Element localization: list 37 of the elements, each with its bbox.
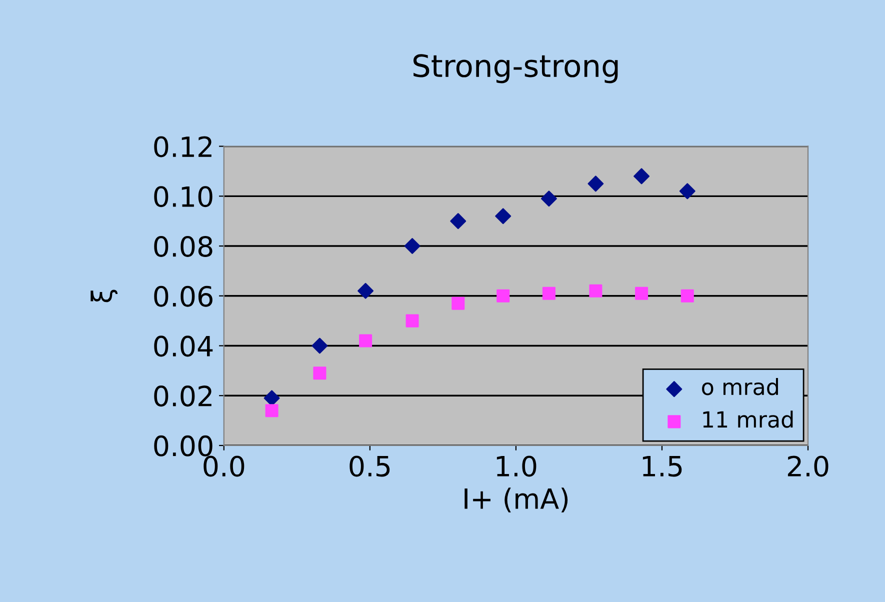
point [680, 289, 694, 302]
point [589, 284, 602, 298]
x-tick-label: 0.0 [204, 456, 244, 477]
point [358, 282, 374, 299]
point [679, 183, 696, 200]
y-tick-label: 0.02 [154, 386, 212, 407]
point [635, 286, 648, 300]
point [404, 238, 420, 254]
x-tick-label: 1.5 [642, 456, 682, 477]
legend-label: 11 mrad [703, 410, 793, 428]
chart-title: Strong-strong [413, 54, 618, 84]
point [265, 404, 278, 418]
point [452, 296, 465, 310]
x-tick-label: 1.0 [496, 456, 536, 477]
y-tick-label: 0.12 [154, 136, 212, 158]
x-tick-label: 0.5 [350, 456, 390, 477]
point [313, 366, 326, 380]
point [588, 176, 604, 192]
point [359, 334, 372, 348]
y-tick-label: 0.08 [154, 236, 212, 257]
point [312, 338, 328, 354]
y-tick-label: 0.10 [154, 186, 212, 208]
point [540, 190, 557, 207]
point [264, 390, 280, 406]
point [496, 289, 510, 302]
point [406, 314, 419, 328]
point [542, 286, 556, 300]
point [495, 208, 512, 224]
x-tick-label: 2.0 [788, 456, 828, 477]
point [634, 168, 650, 184]
y-tick-label: 0.06 [154, 286, 212, 307]
y-axis-title: ξ [90, 290, 118, 302]
legend-label: o mrad [702, 378, 778, 396]
y-tick-label: 0.00 [154, 435, 212, 456]
point [450, 213, 466, 230]
y-tick-label: 0.04 [154, 336, 213, 357]
x-axis-title: I+ (mA) [464, 488, 568, 512]
